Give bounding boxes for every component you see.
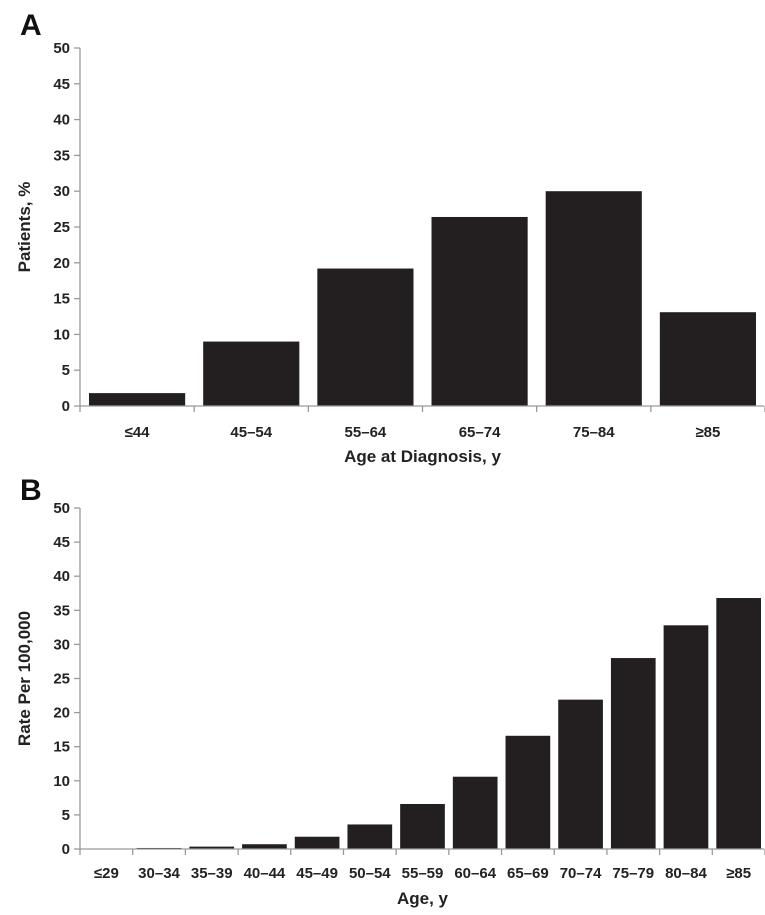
y-tick-label: 5: [62, 807, 70, 824]
bar-5: [545, 191, 642, 406]
y-tick-label: 50: [53, 500, 70, 517]
y-tick-label: 0: [62, 841, 70, 858]
x-tick-label: 65–69: [507, 865, 549, 882]
y-tick-label: 45: [53, 534, 70, 551]
y-tick-label: 40: [53, 112, 70, 129]
y-tick-label: 25: [53, 219, 70, 236]
y-tick-label: 5: [62, 362, 70, 379]
panel-b-x-ticks: ≤29 30–34 35–39 40–44 45–49 50–54 55–59 60–64 65…: [79, 849, 765, 882]
x-tick-label: 35–39: [191, 865, 233, 882]
y-tick-label: 35: [53, 602, 70, 619]
bar-1: [89, 393, 186, 406]
bar-12: [663, 625, 709, 849]
y-tick-label: 15: [53, 739, 70, 756]
x-tick-label: ≥85: [695, 424, 720, 441]
bar-2: [203, 341, 300, 406]
panel-b-chart: B 0 5 10 15 20 25 30 35 40 45 50 ≤29 30–34 35–39 40–4…: [15, 474, 765, 908]
x-tick-label: 70–74: [560, 865, 602, 882]
panel-a-letter: A: [20, 9, 42, 42]
x-tick-label: 80–84: [665, 865, 707, 882]
bar-6: [659, 312, 756, 406]
y-tick-label: 20: [53, 255, 70, 272]
x-tick-label: ≤44: [125, 424, 151, 441]
y-tick-label: 35: [53, 147, 70, 164]
bar-6: [347, 824, 393, 849]
panel-a-bars: [89, 191, 756, 406]
x-tick-label: 45–54: [230, 424, 272, 441]
y-tick-label: 50: [53, 40, 70, 57]
bar-3: [189, 846, 235, 849]
y-tick-label: 0: [62, 398, 70, 415]
panel-a-y-axis-title: Patients, %: [15, 182, 34, 273]
panel-b-bars: [84, 598, 761, 850]
bar-7: [400, 803, 445, 849]
panel-a-chart: A 0 5 10 15 20 25 30 35 40 45 50 ≤44 45–54 55–64 65–7…: [15, 9, 765, 466]
x-tick-label: 45–49: [296, 865, 338, 882]
bar-4: [242, 844, 287, 849]
y-tick-label: 20: [53, 705, 70, 722]
x-tick-label: 30–34: [138, 865, 180, 882]
x-tick-label: 60–64: [454, 865, 496, 882]
panel-b-letter: B: [20, 474, 42, 507]
panel-b-y-axis-title: Rate Per 100,000: [15, 611, 34, 746]
x-tick-label: ≥85: [726, 865, 751, 882]
y-tick-label: 30: [53, 183, 70, 200]
bar-10: [558, 699, 603, 849]
x-tick-label: 50–54: [349, 865, 391, 882]
panel-b-y-ticks: 0 5 10 15 20 25 30 35 40 45 50: [53, 500, 80, 858]
y-tick-label: 15: [53, 291, 70, 308]
y-tick-label: 10: [53, 773, 70, 790]
bar-9: [505, 735, 551, 849]
bar-8: [452, 776, 498, 849]
x-tick-label: ≤29: [94, 865, 119, 882]
bar-3: [317, 268, 414, 406]
bar-11: [610, 658, 656, 849]
y-tick-label: 30: [53, 636, 70, 653]
x-tick-label: 75–84: [573, 424, 615, 441]
x-tick-label: 55–59: [402, 865, 444, 882]
panel-a-y-ticks: 0 5 10 15 20 25 30 35 40 45 50: [53, 40, 80, 415]
y-tick-label: 45: [53, 76, 70, 93]
y-tick-label: 10: [53, 326, 70, 343]
bar-13: [716, 598, 761, 849]
x-tick-label: 55–64: [345, 424, 387, 441]
x-tick-label: 65–74: [459, 424, 501, 441]
bar-5: [294, 836, 340, 849]
panel-a-x-axis-title: Age at Diagnosis, y: [344, 447, 501, 466]
y-tick-label: 25: [53, 671, 70, 688]
panel-a-x-ticks: ≤44 45–54 55–64 65–74 75–84 ≥85: [79, 406, 765, 441]
panel-b-x-axis-title: Age, y: [397, 889, 449, 908]
y-tick-label: 40: [53, 568, 70, 585]
x-tick-label: 40–44: [244, 865, 286, 882]
bar-4: [431, 216, 528, 406]
x-tick-label: 75–79: [612, 865, 654, 882]
